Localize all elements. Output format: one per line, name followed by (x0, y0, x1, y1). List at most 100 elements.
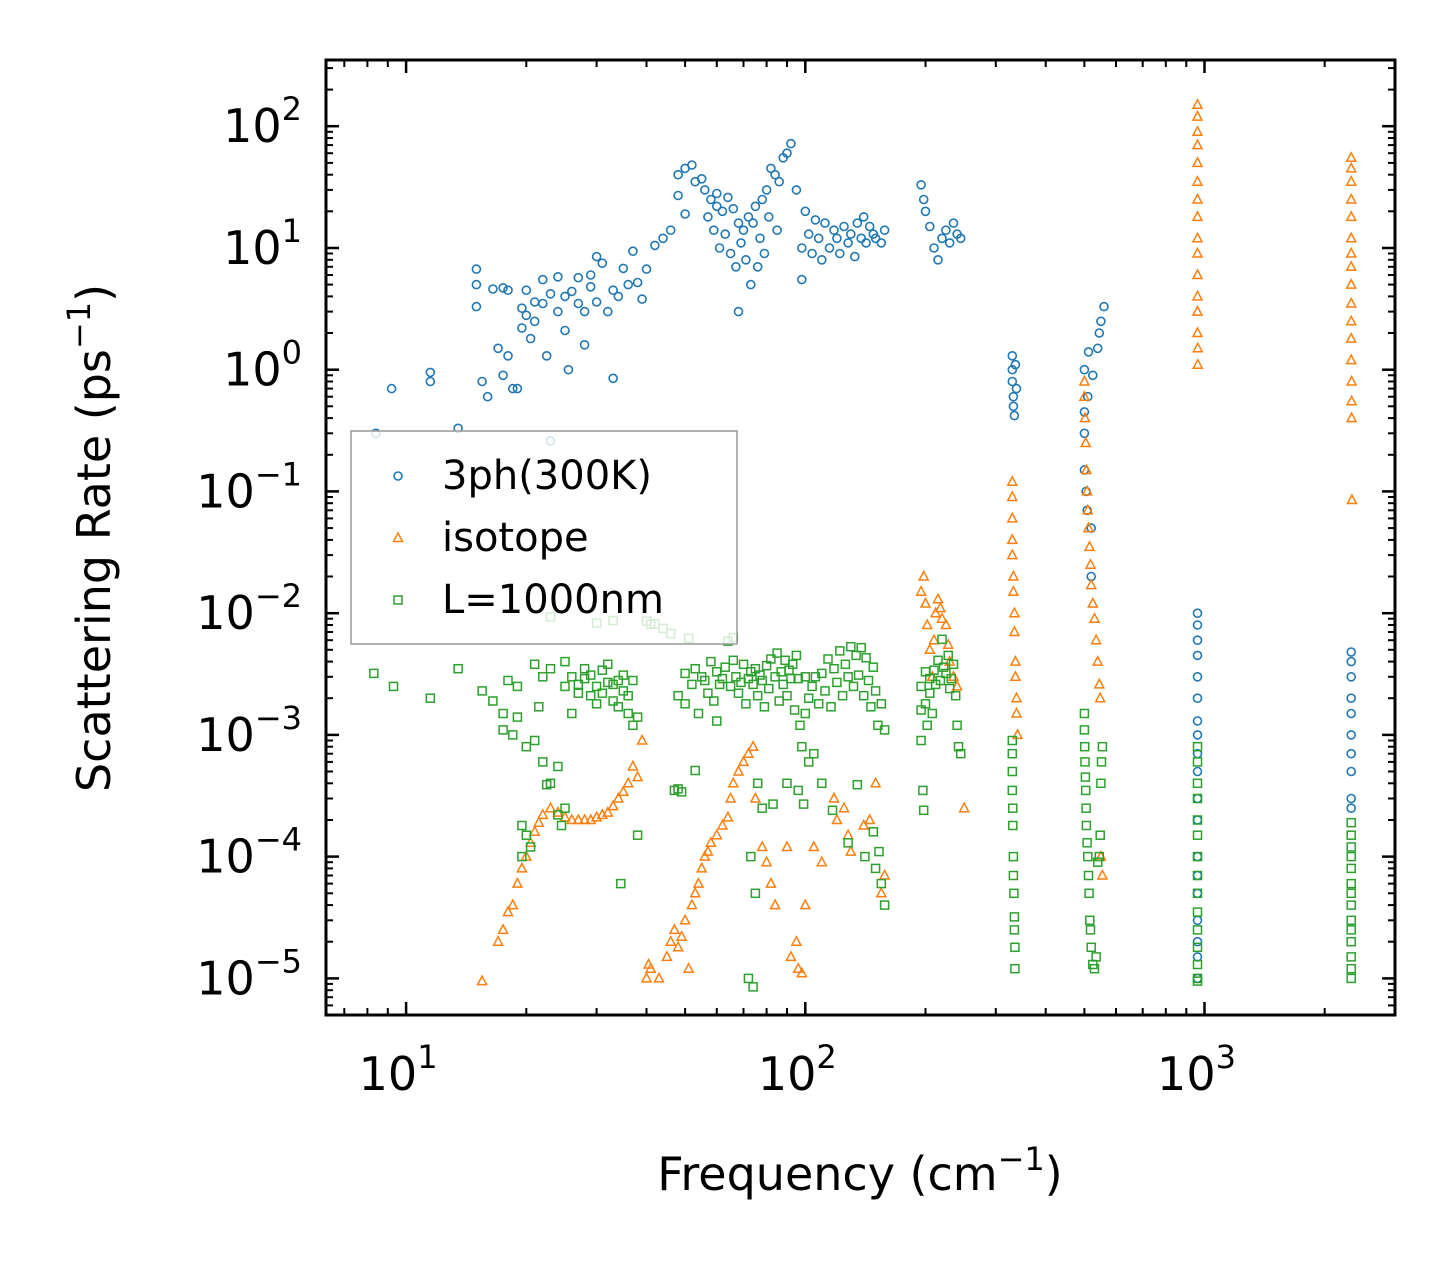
data-point-boundary (829, 663, 839, 674)
data-point-boundary (861, 653, 871, 663)
data-point-boundary (1346, 963, 1356, 974)
data-point-boundary (1080, 785, 1091, 796)
data-point-boundary (879, 725, 890, 735)
data-point-boundary (1346, 863, 1356, 874)
data-point-boundary (866, 702, 876, 712)
data-point-3ph (521, 285, 532, 296)
data-point-isotope (1191, 156, 1204, 168)
data-point-isotope (1346, 493, 1358, 505)
data-point-isotope (765, 876, 777, 888)
data-point-isotope (612, 791, 625, 803)
data-point-isotope (1006, 548, 1019, 560)
data-point-isotope (1010, 691, 1023, 703)
data-point-isotope (1345, 353, 1357, 365)
data-point-boundary (870, 863, 881, 874)
data-point-boundary (843, 672, 853, 682)
data-point-3ph (757, 194, 768, 205)
data-point-isotope (702, 844, 714, 856)
data-point-boundary (837, 690, 848, 701)
data-point-boundary (1007, 766, 1018, 777)
data-point-3ph (782, 148, 792, 158)
data-point-boundary (1346, 925, 1356, 935)
data-point-isotope (695, 861, 708, 873)
data-point-isotope (1007, 585, 1020, 596)
y-tick-label: 10−1 (196, 455, 302, 518)
data-point-3ph (796, 243, 807, 253)
data-point-isotope (1191, 98, 1204, 110)
data-point-3ph (1346, 708, 1356, 719)
data-point-3ph (680, 209, 690, 219)
data-point-3ph (1008, 401, 1019, 412)
data-point-boundary (1346, 888, 1356, 899)
data-point-isotope (940, 618, 952, 630)
data-point-boundary (948, 659, 959, 670)
data-point-boundary (388, 681, 399, 692)
data-point-isotope (1009, 670, 1022, 682)
data-point-isotope (1345, 411, 1358, 423)
data-point-boundary (1085, 925, 1096, 935)
data-point-3ph (1346, 730, 1356, 740)
data-point-boundary (1095, 830, 1105, 840)
data-point-boundary (793, 785, 803, 796)
data-point-isotope (544, 801, 557, 813)
data-point-3ph (1192, 730, 1203, 740)
data-point-isotope (828, 791, 840, 803)
data-point-isotope (1079, 436, 1092, 448)
data-point-3ph (755, 233, 765, 244)
data-point-boundary (603, 659, 613, 670)
data-point-isotope (1345, 246, 1357, 258)
data-point-boundary (613, 675, 624, 686)
data-point-3ph (386, 383, 397, 394)
data-point-3ph (553, 271, 563, 282)
data-point-3ph (632, 277, 643, 288)
data-point-isotope (607, 799, 619, 811)
data-point-boundary (453, 663, 463, 674)
data-point-boundary (755, 670, 765, 680)
data-point-boundary (795, 720, 805, 731)
data-point-3ph (937, 233, 947, 244)
data-point-3ph (723, 192, 733, 203)
series-isotope (476, 98, 1358, 986)
data-point-boundary (553, 810, 563, 820)
data-point-boundary (529, 735, 540, 746)
data-point-3ph (1009, 410, 1020, 421)
data-point-boundary (690, 765, 700, 776)
data-point-3ph (517, 323, 527, 333)
series-3ph (371, 138, 1356, 984)
data-point-3ph (832, 233, 842, 244)
data-point-3ph (498, 370, 508, 381)
data-point-boundary (556, 820, 567, 831)
data-point-boundary (840, 659, 851, 670)
data-point-3ph (608, 285, 618, 296)
data-point-isotope (1191, 125, 1204, 137)
data-point-boundary (1192, 778, 1203, 789)
data-point-boundary (676, 787, 687, 797)
data-point-boundary (860, 851, 870, 862)
data-point-3ph (929, 243, 939, 253)
data-point-boundary (618, 670, 629, 680)
data-point-3ph (488, 284, 498, 294)
x-tick-label: 101 (359, 1038, 438, 1101)
data-point-boundary (1192, 757, 1203, 767)
data-point-boundary (835, 646, 845, 656)
data-point-3ph (699, 185, 710, 195)
data-point-3ph (525, 333, 536, 344)
data-point-isotope (796, 966, 808, 978)
legend-marker-symbol (393, 471, 403, 481)
data-point-isotope (1345, 314, 1357, 326)
data-point-boundary (560, 656, 570, 667)
data-point-boundary (870, 686, 881, 696)
data-point-3ph (608, 373, 618, 384)
data-point-3ph (714, 243, 725, 253)
data-point-boundary (1085, 915, 1095, 926)
data-point-3ph (1010, 359, 1021, 370)
data-point-3ph (687, 160, 697, 170)
data-point-boundary (603, 677, 613, 688)
data-point-isotope (769, 898, 781, 910)
data-point-isotope (686, 898, 698, 910)
data-point-isotope (672, 940, 684, 952)
data-point-3ph (696, 174, 707, 184)
data-point-isotope (1191, 304, 1204, 316)
data-point-3ph (703, 212, 713, 222)
data-point-boundary (714, 679, 725, 690)
